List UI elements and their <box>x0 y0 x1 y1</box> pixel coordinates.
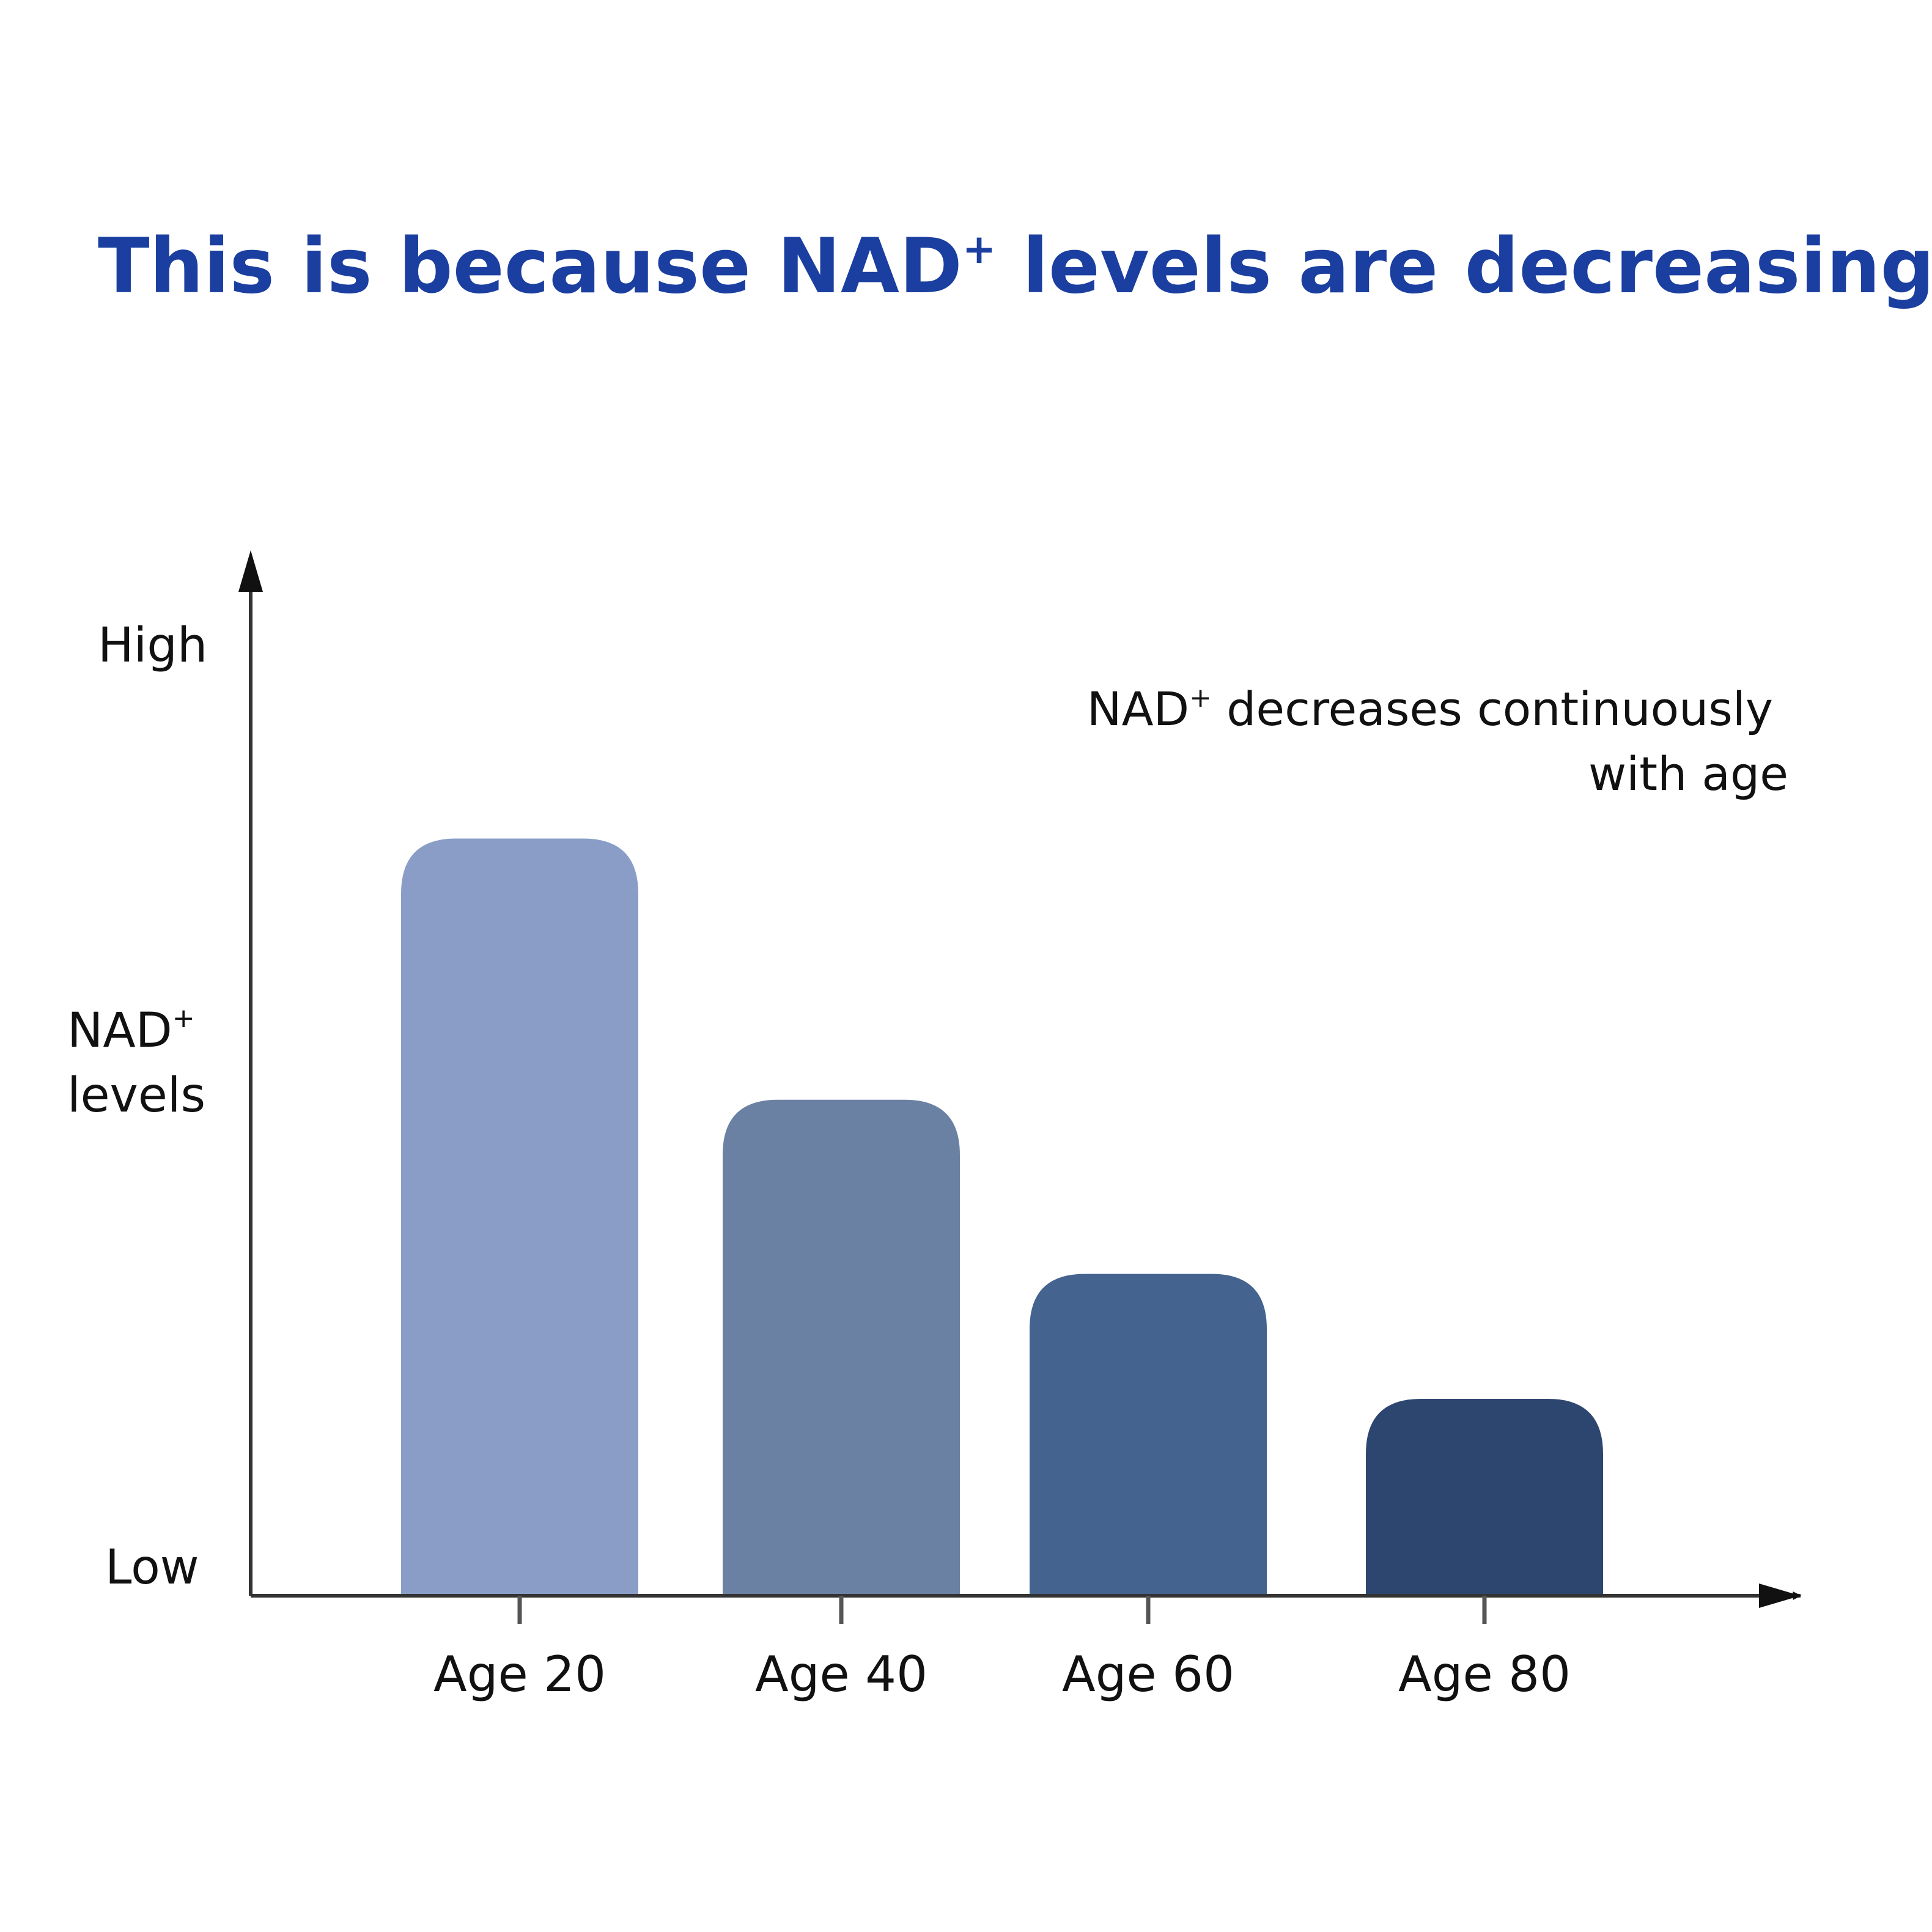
chart-title: This is because NAD+ levels are decreasi… <box>98 223 1932 311</box>
bar-age-20 <box>401 838 638 1596</box>
annotation-line1-main: NAD <box>1087 682 1189 736</box>
y-axis-label-line2: levels <box>67 1068 205 1123</box>
annotation-line2: with age <box>1588 747 1788 801</box>
x-tick-label: Age 80 <box>1398 1646 1571 1703</box>
annotation-line1-sup: + <box>1189 682 1212 713</box>
y-axis-label-line1: NAD+ <box>67 1003 195 1058</box>
y-axis-arrow <box>238 550 263 592</box>
chart-title-sup: + <box>962 226 996 273</box>
bar-age-60 <box>1030 1274 1267 1596</box>
y-high-label: High <box>98 618 207 673</box>
x-tick-label: Age 60 <box>1062 1646 1234 1703</box>
x-tick-label: Age 20 <box>433 1646 606 1703</box>
annotation-line1: NAD+ decreases continuously <box>1087 682 1773 736</box>
y-axis-label-main: NAD <box>67 1003 172 1058</box>
bars-group <box>401 838 1603 1596</box>
annotation-line1-rest: decreases continuously <box>1212 682 1773 736</box>
bar-age-80 <box>1366 1399 1603 1596</box>
y-low-label: Low <box>105 1540 199 1595</box>
y-axis-label-sup: + <box>172 1003 195 1034</box>
chart-title-rest: levels are decreasing <box>996 223 1932 311</box>
bar-age-40 <box>723 1099 960 1596</box>
chart-title-main: This is because NAD <box>98 223 962 311</box>
x-ticks-group: Age 20 Age 40 Age 60 Age 80 <box>433 1596 1571 1703</box>
x-axis-arrow <box>1759 1584 1801 1608</box>
x-tick-label: Age 40 <box>755 1646 927 1703</box>
